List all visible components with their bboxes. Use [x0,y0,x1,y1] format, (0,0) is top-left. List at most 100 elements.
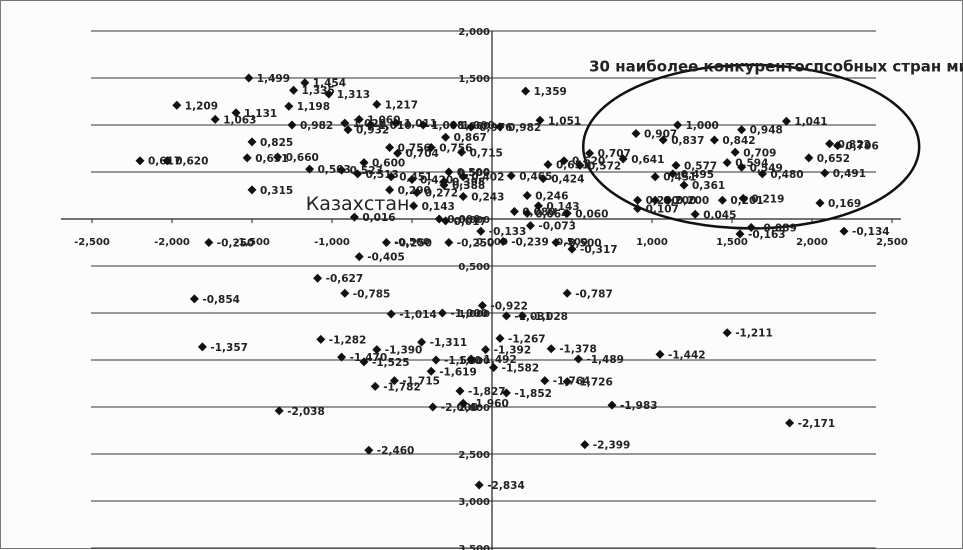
data-point-marker [305,164,315,174]
data-point-label: 0,660 [286,152,319,164]
kazakhstan-annotation: Казахстан [306,193,410,215]
x-tick-label: -2,500 [74,237,110,248]
data-point-marker [428,402,438,412]
data-point-marker [247,137,257,147]
data-point-marker [289,85,299,95]
data-point-label: -1,282 [329,334,367,346]
data-point-marker [474,480,484,490]
data-point-label: 0,704 [406,148,439,160]
data-point-marker [439,180,449,190]
data-point-label: 0,000 [447,214,480,226]
data-point-label: 0,756 [439,143,472,155]
data-point-marker [337,165,347,175]
data-point-label: -2,460 [377,445,415,457]
data-point-marker [633,195,643,205]
data-point-label: 1,131 [244,108,277,120]
data-point-marker [197,342,207,352]
data-point-marker [730,147,740,157]
x-tick-label: -1,500 [234,237,270,248]
data-point-marker [313,273,323,283]
data-point-label: 0,315 [260,185,293,197]
data-point-marker [820,168,830,178]
data-point-label: 0,219 [751,193,784,205]
data-point-marker [746,222,756,232]
data-point-label: 0,976 [479,122,512,134]
data-point-marker [573,354,583,364]
data-point-label: -1,960 [471,398,509,410]
data-point-label: 1,313 [337,89,370,101]
data-point-marker [458,191,468,201]
data-point-marker [517,311,527,321]
data-point-label: -0,922 [490,300,528,312]
data-point-marker [284,101,294,111]
data-point-label: 0,064 [535,208,568,220]
y-tick-label: 0,000 [458,215,490,226]
data-point-label: 1,198 [297,101,330,113]
data-point-marker [722,328,732,338]
data-point-label: -1,619 [439,366,477,378]
data-point-marker [737,125,747,135]
data-point-marker [135,156,145,166]
data-point-marker [274,406,284,416]
data-point-label: -1,392 [494,345,532,357]
data-point-marker [437,308,447,318]
data-point-marker [722,158,732,168]
data-point-label: 0,060 [575,208,608,220]
data-point-label: -1,764 [553,376,591,388]
data-point-label: 0,837 [671,135,704,147]
data-point-label: -1,852 [514,388,552,400]
data-point-marker [354,114,364,124]
data-point-label: 0,651 [255,153,288,165]
data-point-label: 0,822 [838,139,871,151]
data-point-marker [575,160,585,170]
data-point-label: -1,782 [383,381,421,393]
data-point-label: -0,854 [202,294,240,306]
data-point-marker [340,118,350,128]
data-point-marker [364,445,374,455]
data-point-marker [477,300,487,310]
data-point-label: -0,250 [457,238,495,250]
data-point-label: -1,267 [508,333,546,345]
data-point-marker [679,180,689,190]
data-point-label: -2,000 [441,402,479,414]
data-point-marker [585,148,595,158]
data-point-marker [522,208,532,218]
data-point-label: 1,063 [223,114,256,126]
data-point-label: -1,582 [502,363,540,375]
data-point-label: 1,217 [385,99,418,111]
data-point-label: -1,525 [372,357,410,369]
data-point-marker [525,221,535,231]
y-tick-label: 1,500 [458,74,490,85]
x-tick-label: -1,000 [314,237,350,248]
data-point-marker [434,214,444,224]
data-point-label: 0,756 [398,143,431,155]
data-point-label: 0,982 [300,120,333,132]
data-point-marker [444,238,454,247]
data-point-marker [538,174,548,184]
data-point-label: 0,243 [471,191,504,203]
data-point-label: 0,451 [399,172,432,184]
data-point-label: 0,361 [692,180,725,192]
data-point-marker [349,212,359,222]
data-point-label: 1,000 [686,120,719,132]
data-point-marker [417,337,427,347]
data-point-label: 0,948 [750,125,783,137]
data-point-label: 0,169 [828,198,861,210]
data-point-label: -1,983 [620,400,658,412]
data-point-marker [567,244,577,254]
data-point-label: 0,907 [644,128,677,140]
data-point-marker [242,153,252,163]
data-point-marker [189,294,199,304]
data-point-marker [781,116,791,126]
data-point-marker [385,143,395,153]
data-point-label: 0,842 [722,135,755,147]
data-point-label: -2,834 [487,480,525,492]
data-point-label: 0,388 [452,180,485,192]
data-point-marker [737,162,747,172]
data-point-label: -0,163 [748,229,786,241]
data-point-marker [551,238,561,247]
data-point-label: 0,200 [676,195,709,207]
x-tick-label: 2,000 [796,237,828,248]
